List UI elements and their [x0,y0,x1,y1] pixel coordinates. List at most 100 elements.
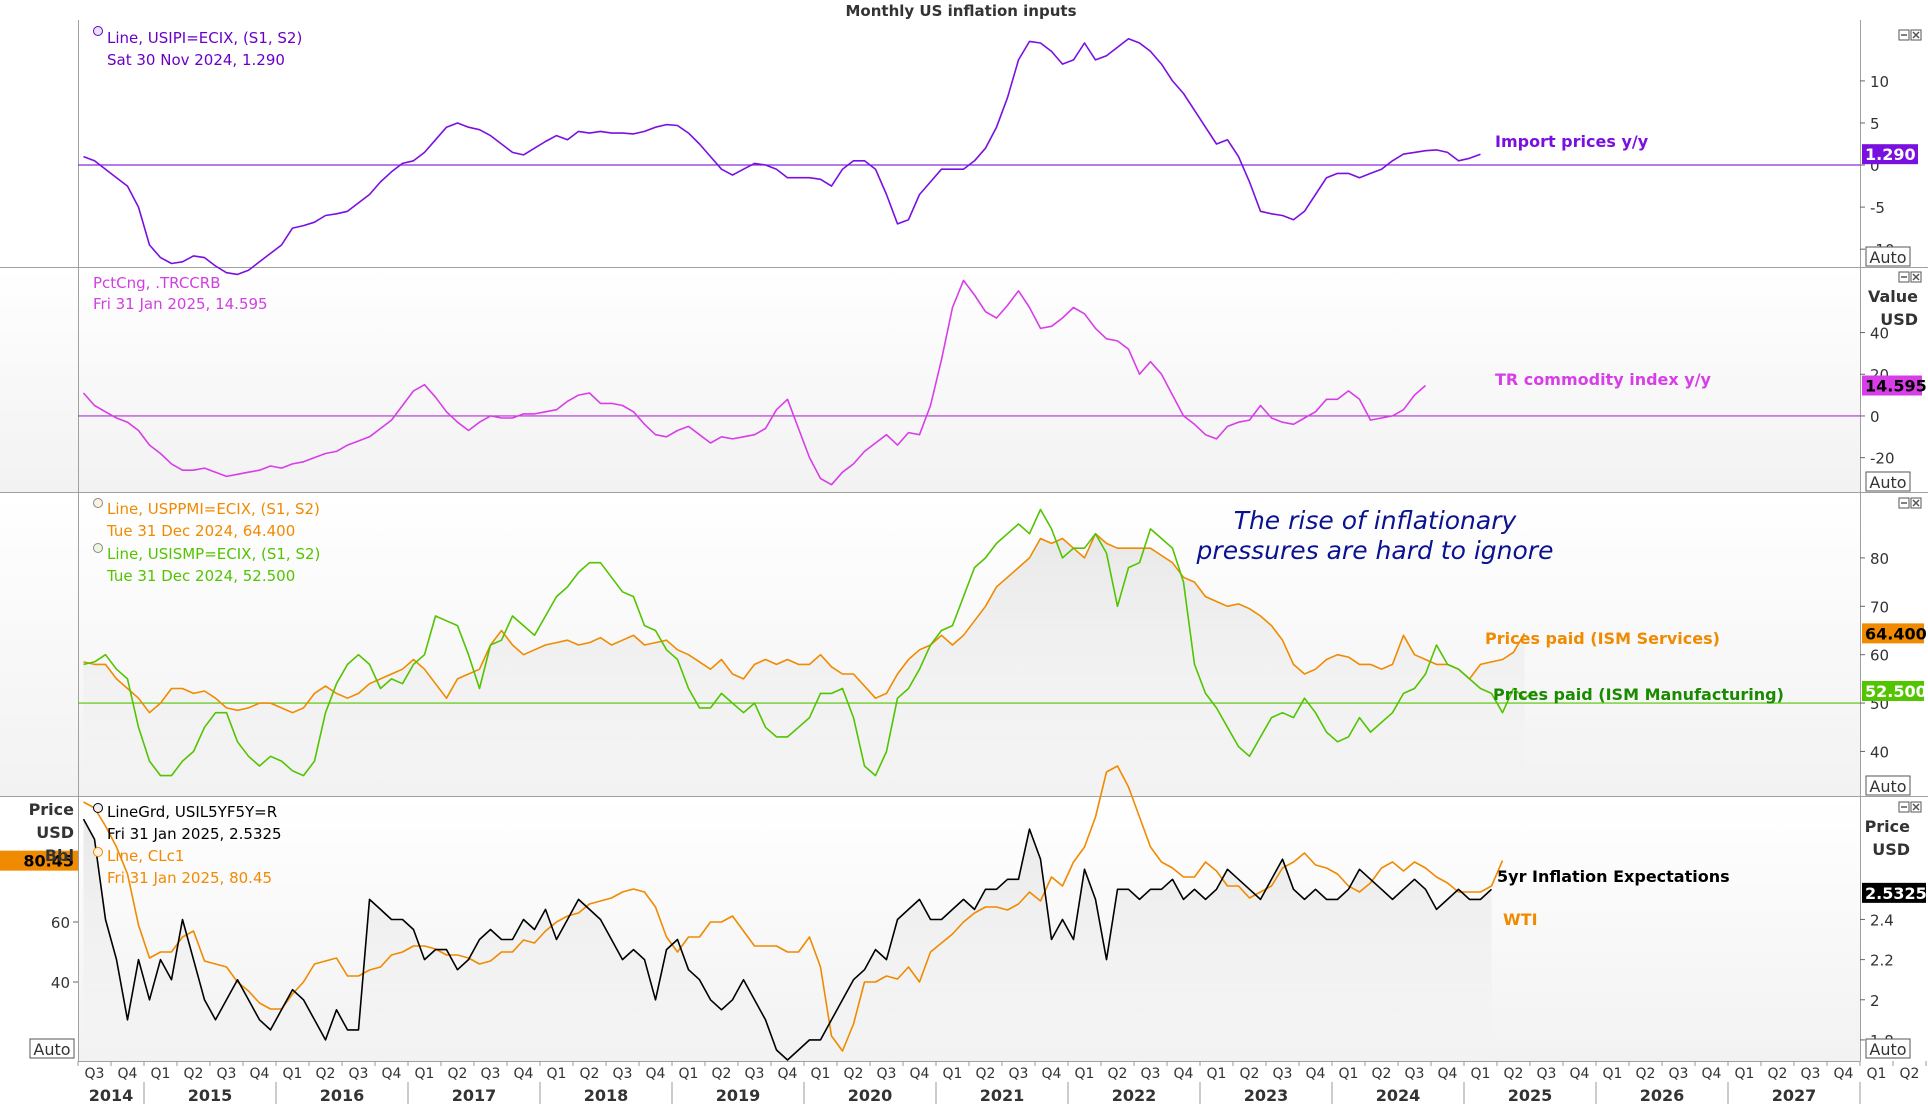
y-tick-label-right-bottom: 2.4 [1870,911,1894,929]
y-tick-label-import: 10 [1870,73,1889,91]
legend-handle-icon[interactable] [93,498,103,508]
auto-scale-button[interactable]: Auto [1865,246,1911,267]
quarter-label: Q4 [778,1066,798,1082]
last-value-ism-manufacturing: 52.500 [1862,680,1927,701]
y-tick-label-left-bottom: 60 [51,914,70,932]
y-tick-label-import: 5 [1870,115,1880,133]
quarter-label: Q1 [415,1066,435,1082]
last-value-ism-manufacturing-bg [1862,680,1924,701]
quarter-label: Q3 [1669,1066,1689,1082]
series-import-prices [83,38,1481,276]
quarter-label: Q2 [1768,1066,1788,1082]
quarter-label: Q1 [1735,1066,1755,1082]
last-value-wti-text: 80.45 [23,852,74,871]
quarter-label: Q4 [646,1066,666,1082]
quarter-label: Q4 [118,1066,138,1082]
quarter-label: Q1 [1603,1066,1623,1082]
area-fill-ism-services [83,533,1525,795]
panel-controls-ism[interactable] [1898,497,1922,509]
y-tick-label-ism: 40 [1870,743,1889,761]
unit-label: Price [1865,817,1911,836]
legend-crb: PctCng, .TRCCRB Fri 31 Jan 2025, 14.595 [93,274,268,313]
quarter-label: Q3 [1009,1066,1029,1082]
panel-crb-bg [0,268,1860,492]
last-value-import-bg [1862,144,1918,165]
quarter-label: Q4 [382,1066,402,1082]
panel-controls-bottom[interactable] [1898,801,1922,813]
quarter-label: Q1 [679,1066,699,1082]
last-value-infl-exp-bg [1862,882,1926,903]
unit-label: USD [36,823,74,842]
quarter-label: Q3 [1273,1066,1293,1082]
close-icon-cross [1912,273,1920,281]
quarter-label: Q4 [514,1066,534,1082]
chart-title: Monthly US inflation inputs [845,2,1076,20]
quarter-label: Q4 [1042,1066,1062,1082]
year-label: 2020 [848,1086,893,1105]
year-label: 2024 [1376,1086,1421,1105]
unit-label: Value [1868,287,1918,306]
last-value-wti: 80.45 [0,850,78,871]
series-label-infl-exp: 5yr Inflation Expectations [1497,867,1730,886]
quarter-label: Q2 [1108,1066,1128,1082]
quarter-label: Q4 [250,1066,270,1082]
legend-handle-icon[interactable] [93,803,103,813]
last-value-ism-services-bg [1862,623,1924,644]
quarter-label: Q1 [1471,1066,1491,1082]
annotation-line: pressures are hard to ignore [1196,536,1554,565]
y-tick-label-import: -5 [1870,199,1885,217]
auto-scale-button[interactable]: Auto [1865,471,1911,492]
y-tick-label-crb: 40 [1870,325,1889,343]
y-tick-label-ism: 70 [1870,598,1889,616]
auto-scale-button-box[interactable] [1865,775,1911,796]
quarter-label: Q1 [547,1066,567,1082]
year-label: 2015 [188,1086,233,1105]
y-tick-label-right-bottom: 2 [1870,992,1880,1010]
quarter-label: Q3 [217,1066,237,1082]
panel-controls-crb[interactable] [1898,271,1922,283]
y-tick-label-import: 0 [1870,157,1880,175]
y-tick-label-crb: 0 [1870,408,1880,426]
last-value-crb-bg [1862,375,1922,396]
legend-line: Line, USPPMI=ECIX, (S1, S2) [107,500,320,518]
auto-scale-button-box[interactable] [1865,471,1911,492]
series-lines [82,38,1536,1061]
year-label: 2017 [452,1086,497,1105]
last-value-ism-services: 64.400 [1862,623,1927,644]
quarter-label: Q1 [1867,1066,1887,1082]
auto-scale-button-label: Auto [33,1040,70,1059]
quarter-label: Q2 [1240,1066,1260,1082]
quarter-label: Q3 [1801,1066,1821,1082]
last-value-import: 1.290 [1862,144,1918,165]
auto-scale-button[interactable]: Auto [29,1038,75,1059]
quarter-label: Q1 [151,1066,171,1082]
year-label: 2026 [1640,1086,1685,1105]
quarter-label: Q1 [1207,1066,1227,1082]
quarter-label: Q4 [1438,1066,1458,1082]
auto-scale-button-box[interactable] [29,1038,75,1059]
quarter-label: Q2 [316,1066,336,1082]
auto-scale-button-box[interactable] [1865,246,1911,267]
series-label-ism-services: Prices paid (ISM Services) [1485,629,1720,648]
series-label-crb: TR commodity index y/y [1495,370,1712,389]
legend-handle-icon[interactable] [93,543,103,553]
legend-bottom: LineGrd, USIL5YF5Y=R Fri 31 Jan 2025, 2.… [93,803,282,887]
y-tick-label-crb: -20 [1870,450,1895,468]
panel-controls-import[interactable] [1898,29,1922,41]
quarter-label: Q4 [1702,1066,1722,1082]
area-fill-inflation-expectations [83,819,1492,1060]
area-fills [83,533,1525,1060]
legend-line: LineGrd, USIL5YF5Y=R [107,803,277,821]
quarter-label: Q3 [481,1066,501,1082]
auto-scale-button[interactable]: Auto [1865,1038,1911,1059]
legend-handle-icon[interactable] [93,26,103,36]
legend-line: Line, USISMP=ECIX, (S1, S2) [107,545,320,563]
auto-scale-button[interactable]: Auto [1865,775,1911,796]
quarter-label: Q3 [85,1066,105,1082]
quarter-label: Q3 [1405,1066,1425,1082]
legend-line: Sat 30 Nov 2024, 1.290 [107,51,285,69]
auto-scale-button-box[interactable] [1865,1038,1911,1059]
auto-scale-button-label: Auto [1869,777,1906,796]
legend-handle-icon[interactable] [93,847,103,857]
